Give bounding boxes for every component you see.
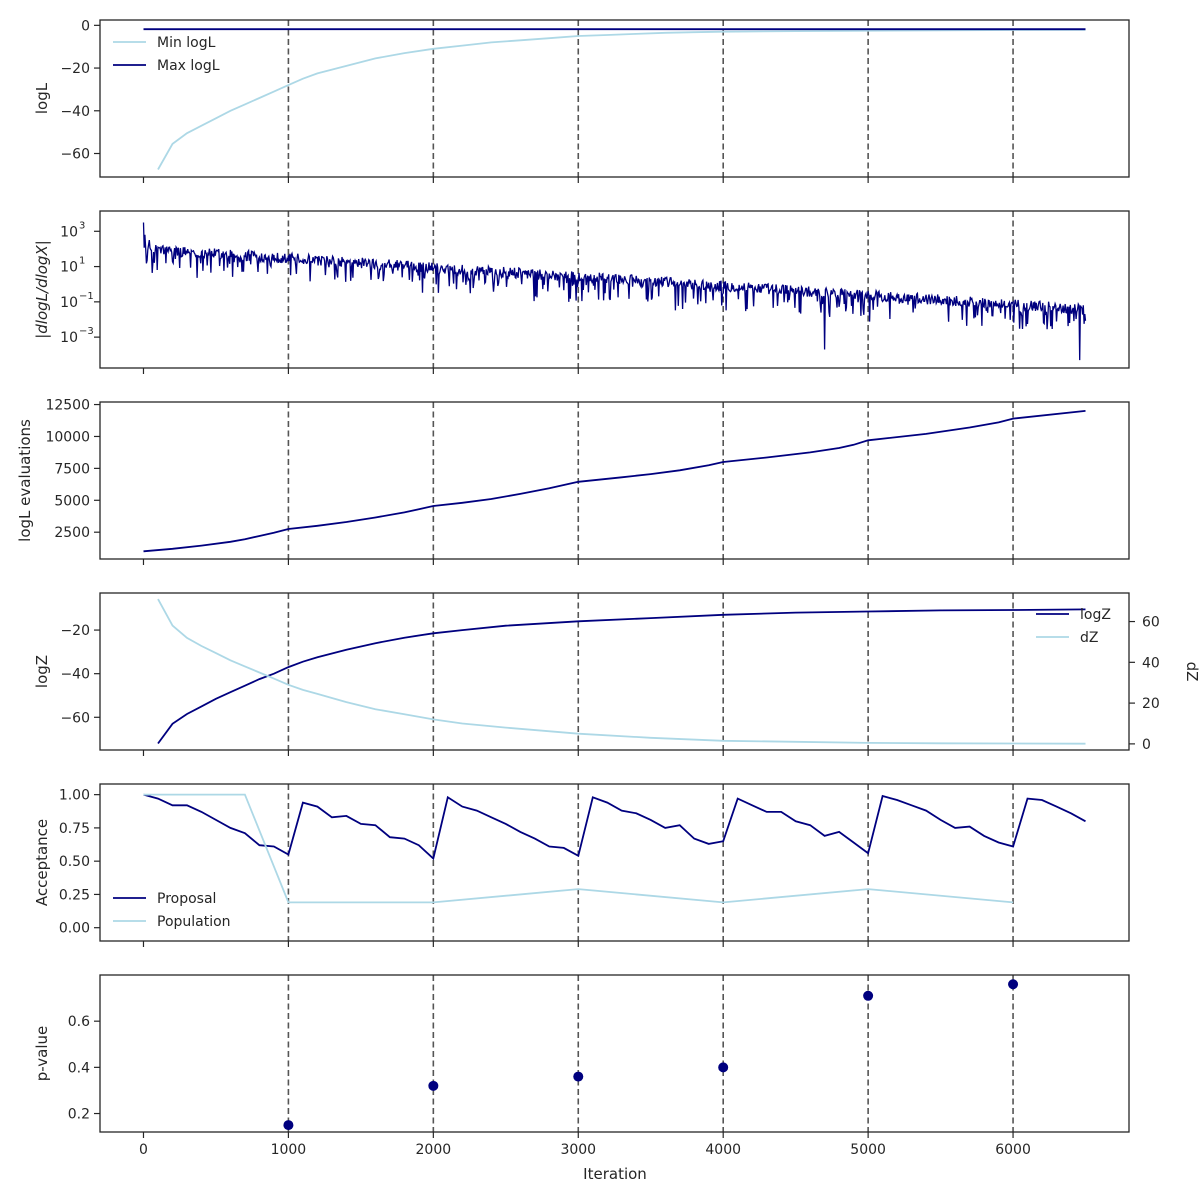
y-right-tick-label: 0 [1142,737,1151,753]
axes-frame [99,401,1130,560]
y-tick-label: 0.4 [68,1060,90,1076]
y-right-tick-label: 40 [1142,655,1160,671]
y-axis-label: p-value [33,1026,51,1082]
y-tick-label: 7500 [54,461,90,477]
series-line-main [143,410,1086,553]
y-right-axis-label: dZ [1183,662,1200,682]
y-tick-label: 0.00 [59,921,90,937]
scatter-point [428,1080,439,1091]
y-tick-exponent: 3 [79,220,85,231]
legend-label: logZ [1080,607,1111,623]
subplot-4: −20 −40 −60 0 20 40 60 dZ logZ logZ dZ [33,592,1200,756]
subplot-3: 2500 5000 7500 10000 12500 logL evaluations [16,398,1130,565]
x-tick-label: 0 [139,1142,148,1158]
y-tick-label: 1.00 [59,788,90,804]
legend-label: Max logL [157,58,220,74]
series-line-population [143,793,1014,904]
y-tick-label: 0 [81,18,90,34]
subplot-5: 0.00 0.25 0.50 0.75 1.00 Acceptance Proposal Po… [33,783,1130,947]
y-tick-label: 10 [60,224,78,240]
scatter-point [283,1120,294,1131]
legend: Proposal Population [113,891,231,930]
axes-frame [99,19,1130,178]
y-axis-label: logL [33,82,51,114]
y-tick-label: −60 [60,147,90,163]
legend: Min logL Max logL [113,35,220,74]
y-tick-label: −40 [60,667,90,683]
series-line-min-logl [157,28,1086,170]
y-tick-label: −20 [60,623,90,639]
y-tick-label: −60 [60,710,90,726]
x-tick-label: 4000 [705,1142,741,1158]
y-tick-exponent: −1 [79,291,94,302]
y-right-tick-label: 60 [1142,615,1160,631]
axes-frame [99,974,1130,1133]
y-tick-exponent: −3 [79,326,94,337]
x-tick-label: 5000 [850,1142,886,1158]
subplot-6: 0 1000 2000 3000 4000 5000 6000 0.2 0.4 0.6 p-valu… [33,974,1130,1158]
legend-label: Population [157,914,231,930]
y-tick-label: 10 [60,260,78,276]
legend-label: Proposal [157,891,216,907]
x-tick-label: 6000 [995,1142,1031,1158]
y-axis-label: logL evaluations [16,419,34,542]
x-tick-label: 3000 [560,1142,596,1158]
y-tick-label: 5000 [54,493,90,509]
scatter-point [863,990,874,1001]
y-tick-label: −20 [60,61,90,77]
y-tick-label: 10 [60,295,78,311]
legend: logZ dZ [1036,607,1111,646]
y-right-tick-label: 20 [1142,696,1160,712]
series-line-logz [157,608,1086,745]
x-tick-label: 1000 [271,1142,307,1158]
y-tick-label: 10000 [45,429,90,445]
axes-frame [99,783,1130,942]
y-tick-exponent: 1 [79,256,85,267]
legend-label: Min logL [157,35,216,51]
subplot-1: 0 −20 −40 −60 logL Min logL Max logL [33,18,1130,183]
scatter-point [573,1071,584,1082]
x-axis-label: Iteration [583,1165,647,1183]
y-axis-label: logZ [33,655,51,688]
y-axis-label: |dlogL/dlogX| [33,240,51,339]
y-tick-label: −40 [60,104,90,120]
y-tick-label: 10 [60,330,78,346]
y-tick-label: 0.6 [68,1014,90,1030]
y-tick-label: 0.25 [59,887,90,903]
y-tick-label: 0.75 [59,821,90,837]
y-tick-label: 0.50 [59,854,90,870]
axes-frame [99,210,1130,369]
scatter-point [718,1062,729,1073]
y-tick-label: 2500 [54,525,90,541]
y-tick-label: 12500 [45,398,90,414]
x-tick-label: 2000 [416,1142,452,1158]
y-axis-label: Acceptance [33,819,51,906]
series-line-dz [157,598,1086,745]
series-line-proposal [143,793,1086,861]
legend-label: dZ [1080,630,1098,646]
y-tick-label: 0.2 [68,1107,90,1123]
scatter-point [1008,979,1019,990]
axes-frame [99,592,1130,751]
series-line [142,222,1087,361]
